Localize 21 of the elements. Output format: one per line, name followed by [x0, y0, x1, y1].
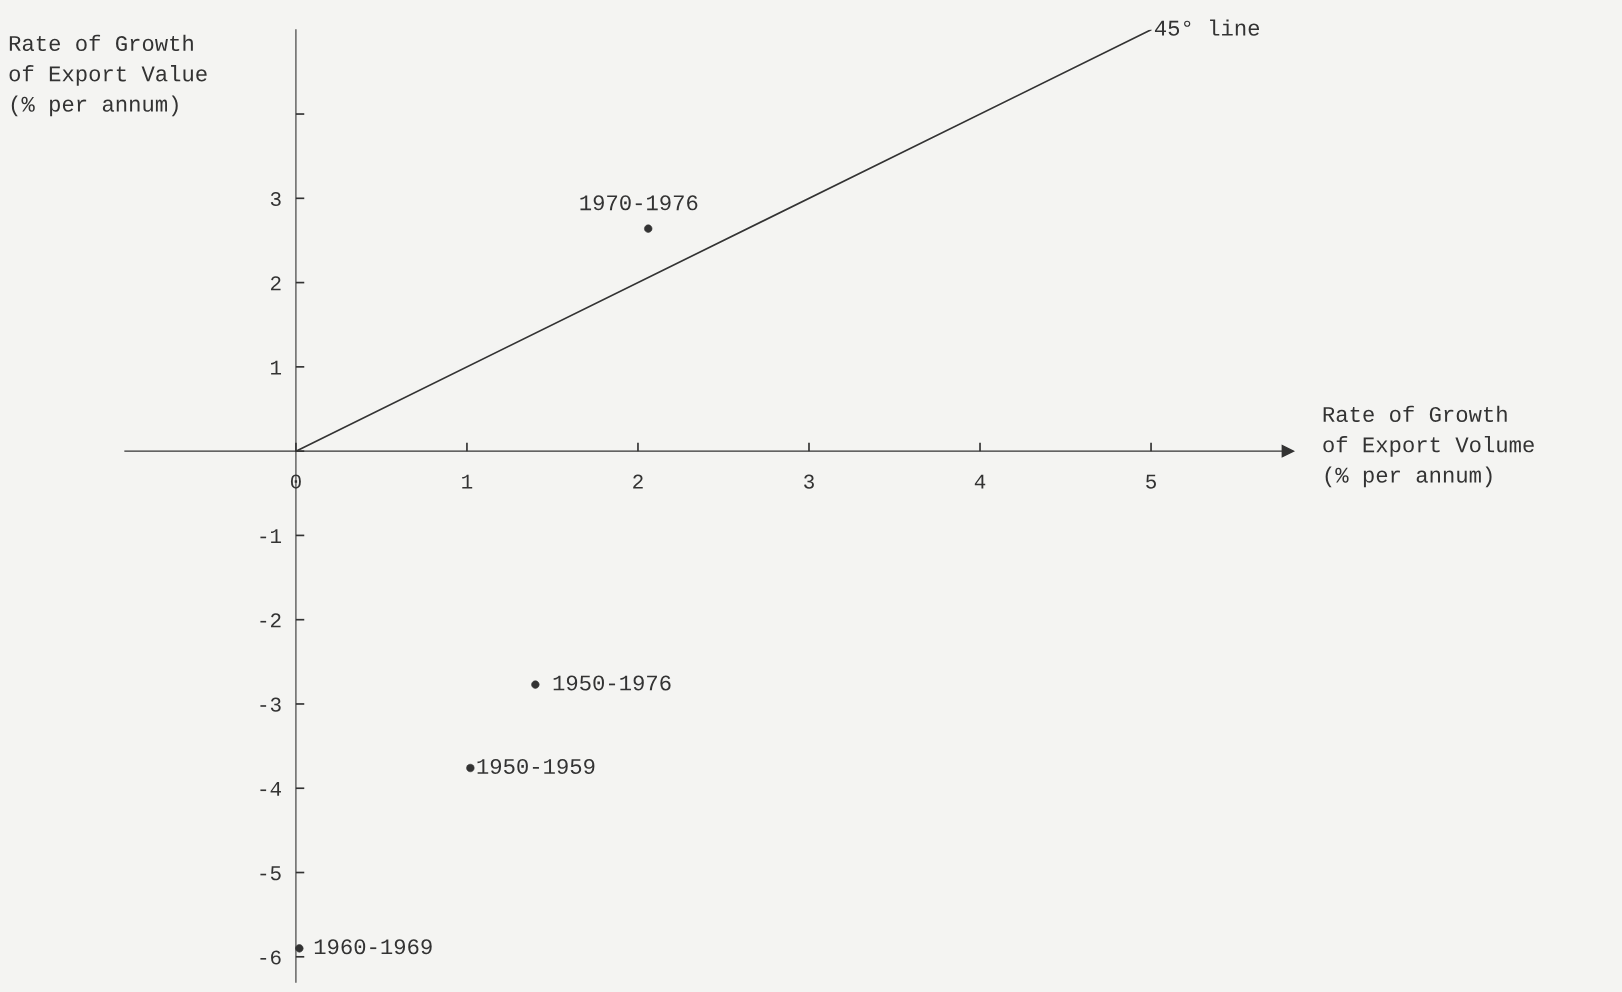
y-tick-label: -6	[260, 950, 281, 965]
x-tick-label: 5	[1146, 474, 1156, 489]
y-tick-label: -2	[260, 613, 281, 628]
annotation: 45° line	[1154, 19, 1260, 36]
x-tick-label: 3	[804, 474, 814, 489]
y-tick-label: 2	[270, 276, 281, 291]
x-axis-title: Rate of Growth of Export Volume (% per annum)	[1323, 405, 1534, 488]
x-tick-label: 2	[633, 474, 643, 489]
y-tick-label: 1	[271, 360, 282, 375]
y-tick-label: 3	[270, 191, 281, 207]
y-tick-label: -1	[260, 529, 282, 543]
annotation: 1950-1976	[553, 675, 671, 691]
y-tick-label: -3	[260, 697, 281, 712]
annotation: 1950-1959	[477, 758, 595, 774]
annotation: 1970-1976	[580, 195, 698, 211]
annotation: 1960-1969	[314, 939, 432, 955]
y-axis-title: Rate of Growth of Export Value (% per annum)	[9, 34, 207, 117]
x-tick-label: 4	[974, 474, 986, 489]
y-tick-label: -4	[260, 782, 281, 796]
x-tick-label: 1	[462, 474, 473, 489]
y-tick-label: -5	[260, 866, 281, 881]
